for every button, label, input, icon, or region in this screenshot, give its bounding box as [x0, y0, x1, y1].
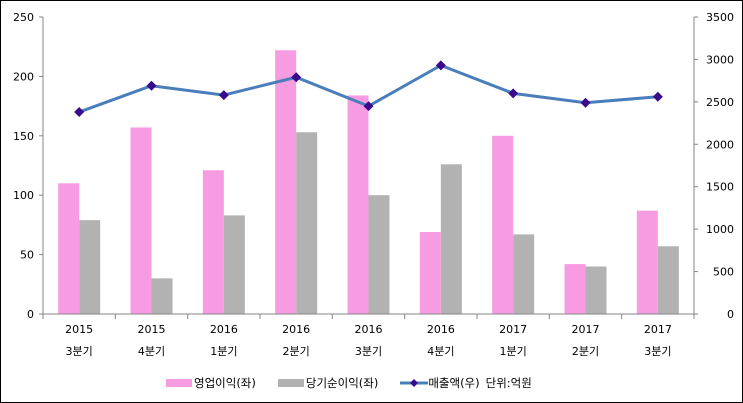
bar-net-income [151, 278, 173, 314]
revenue-point [508, 88, 519, 99]
revenue-point [218, 90, 229, 101]
bar-net-income [296, 132, 318, 314]
revenue-point [435, 60, 446, 71]
revenue-point [363, 101, 374, 112]
right-tick-label: 3500 [706, 11, 734, 24]
revenue-point [652, 91, 663, 102]
right-tick-label: 0 [727, 308, 734, 321]
bar-operating-profit [130, 127, 152, 314]
x-tick-label-quarter: 2분기 [283, 345, 310, 358]
left-tick-label: 50 [20, 249, 34, 262]
legend-label: 영업이익(좌) [194, 376, 256, 390]
left-tick-label: 250 [13, 11, 34, 24]
left-tick-label: 100 [13, 189, 34, 202]
x-tick-label-year: 2017 [499, 323, 527, 336]
revenue-point [580, 97, 591, 108]
left-tick-label: 150 [13, 130, 34, 143]
x-tick-label-year: 2015 [65, 323, 93, 336]
legend-label: 매출액(우) [428, 376, 480, 390]
left-tick-label: 0 [27, 308, 34, 321]
bar-net-income [223, 215, 245, 314]
revenue-point [146, 80, 157, 91]
revenue-point [291, 72, 302, 83]
legend-label: 당기순이익(좌) [305, 376, 379, 390]
legend-swatch [277, 379, 304, 387]
x-tick-label-quarter: 4분기 [427, 345, 454, 358]
bar-net-income [657, 246, 679, 314]
bar-operating-profit [347, 95, 369, 315]
x-tick-label-quarter: 3분기 [644, 345, 671, 358]
legend-swatch [166, 379, 192, 387]
x-tick-label-year: 2015 [138, 323, 166, 336]
legend-line-marker-icon [400, 379, 429, 387]
right-tick-label: 500 [713, 266, 734, 279]
bar-operating-profit [58, 183, 80, 314]
x-tick-label-quarter: 4분기 [138, 345, 165, 358]
bar-net-income [513, 234, 535, 314]
x-tick-label-year: 2016 [282, 323, 310, 336]
bar-operating-profit [419, 232, 441, 314]
x-tick-label-year: 2016 [427, 323, 455, 336]
x-tick-label-year: 2017 [572, 323, 600, 336]
bar-operating-profit [202, 170, 224, 314]
x-tick-label-year: 2016 [210, 323, 238, 336]
right-tick-label: 2000 [706, 138, 734, 151]
right-tick-label: 1500 [706, 181, 734, 194]
bar-net-income [585, 266, 607, 314]
right-tick-label: 1000 [706, 223, 734, 236]
bar-net-income [368, 195, 390, 314]
legend-item-operating-profit: 영업이익(좌) [166, 375, 256, 391]
bar-operating-profit [564, 264, 586, 314]
bar-operating-profit [492, 135, 514, 314]
bar-net-income [79, 220, 101, 314]
x-tick-label-quarter: 3분기 [355, 345, 382, 358]
bar-operating-profit [636, 210, 658, 314]
legend: 영업이익(좌) 당기순이익(좌) 매출액(우) 단위:억원 [166, 375, 532, 391]
right-tick-label: 3000 [706, 53, 734, 66]
legend-item-net-income: 당기순이익(좌) [277, 375, 379, 391]
bar-operating-profit [275, 50, 297, 314]
x-tick-label-quarter: 1분기 [210, 345, 237, 358]
x-tick-label-year: 2017 [644, 323, 672, 336]
left-tick-label: 200 [13, 70, 34, 83]
x-tick-label-quarter: 3분기 [66, 345, 93, 358]
revenue-point [74, 107, 85, 118]
x-tick-label-year: 2016 [355, 323, 383, 336]
unit-note: 단위:억원 [485, 376, 532, 390]
legend-item-revenue: 매출액(우) [400, 375, 480, 391]
x-tick-label-quarter: 2분기 [572, 345, 599, 358]
bar-net-income [440, 164, 462, 314]
right-tick-label: 2500 [706, 96, 734, 109]
x-tick-label-quarter: 1분기 [500, 345, 527, 358]
